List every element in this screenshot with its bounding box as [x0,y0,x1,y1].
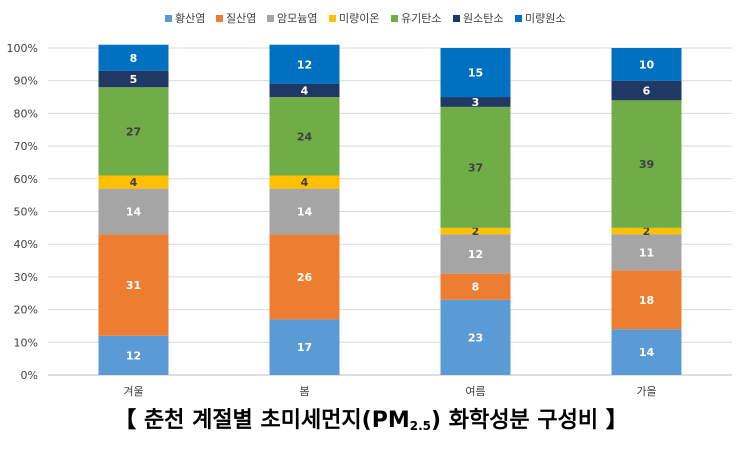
y-tick-label: 40% [14,238,38,251]
data-label: 4 [130,176,138,189]
bar-segment [98,70,169,88]
bar-segment [98,175,169,189]
legend: 황산염 질산염 암모늄염 미량이온 유기탄소 원소탄소 미량원소 [165,12,565,25]
bar-segment [269,83,340,98]
y-axis: 0% 10% 20% 30% 40% 50% 60% 70% 80% 90% 100% [7,42,38,382]
bar-segment [269,234,340,320]
y-tick-label: 90% [14,75,38,88]
chart-title-prefix: 【 춘천 계절별 초미세먼지(PM [114,408,410,433]
data-label: 24 [297,130,313,143]
bar-segment [611,270,682,330]
bar-segment [269,44,340,84]
x-tick-label: 가을 [636,385,656,398]
chart-title: 【 춘천 계절별 초미세먼지(PM2.5) 화학성분 구성비 】 [0,402,742,434]
data-label: 6 [643,85,651,98]
bar-segment [440,234,511,274]
data-label: 31 [126,279,141,292]
data-label: 23 [468,331,483,344]
x-tick-label: 겨울 [123,385,143,398]
y-tick-label: 100% [7,42,38,55]
data-label: 26 [297,271,313,284]
legend-label: 미량이온 [339,12,379,25]
bar-segment [440,227,511,235]
data-label: 3 [472,96,480,109]
bar-segment [269,188,340,235]
bar-segment [611,227,682,235]
chart-title-suffix: ) 화학성분 구성비 】 [431,408,628,433]
y-tick-label: 10% [14,336,38,349]
bar-segment [611,234,682,271]
x-tick-label: 여름 [465,385,485,398]
legend-swatch [391,15,398,22]
bar-segment [269,175,340,189]
bar-segment [440,106,511,228]
y-tick-label: 30% [14,271,38,284]
data-label: 2 [472,225,480,238]
legend-swatch [453,15,460,22]
legend-swatch [216,15,223,22]
data-label: 14 [297,206,313,219]
bar-segment [440,273,511,300]
legend-label: 미량원소 [525,12,565,25]
bar-segment [98,335,169,375]
legend-swatch [515,15,522,22]
legend-swatch [329,15,336,22]
data-label: 18 [639,294,654,307]
data-label: 37 [468,161,483,174]
legend-label: 질산염 [226,12,256,25]
data-label: 17 [297,341,312,354]
x-tick-label: 봄 [299,385,309,398]
y-tick-label: 70% [14,140,38,153]
bar-segment [611,329,682,375]
data-label: 2 [643,225,651,238]
data-label: 4 [301,176,309,189]
legend-label: 유기탄소 [401,12,441,25]
data-label: 15 [468,67,483,80]
stacked-bar-chart: 0%10%20%30%40%50%60%70%80%90%100% 123114… [7,12,732,398]
bar-segment [440,299,511,375]
data-label: 5 [130,73,138,86]
y-tick-label: 50% [14,206,38,219]
bars: 1231144275817261442441223812237315141811… [98,44,682,375]
data-label: 4 [301,85,309,98]
data-label: 11 [639,246,654,259]
y-tick-label: 60% [14,173,38,186]
bar-segment [611,48,682,81]
bar-segment [269,97,340,176]
data-label: 8 [472,281,480,294]
data-label: 27 [126,125,141,138]
bar-segment [269,319,340,375]
bar-segment [611,100,682,228]
bar-segment [611,80,682,101]
bar-segment [98,87,169,176]
data-label: 14 [126,206,142,219]
data-label: 14 [639,346,655,359]
y-tick-label: 80% [14,107,38,120]
y-tick-label: 20% [14,304,38,317]
legend-label: 황산염 [175,12,205,25]
bar-segment [440,97,511,107]
y-tick-label: 0% [21,369,38,382]
legend-swatch [165,15,172,22]
bar-segment [98,234,169,336]
chart-title-subscript: 2.5 [409,419,431,433]
data-label: 12 [468,248,483,261]
legend-swatch [267,15,274,22]
data-label: 12 [126,349,141,362]
bar-segment [98,188,169,235]
data-label: 8 [130,52,138,65]
data-label: 10 [639,58,655,71]
bar-segment [98,44,169,71]
legend-label: 암모늄염 [277,12,317,25]
data-label: 39 [639,158,654,171]
bar-segment [440,48,511,98]
x-axis: 겨울 봄 여름 가을 [123,385,656,398]
legend-label: 원소탄소 [463,12,503,25]
data-label: 12 [297,58,312,71]
